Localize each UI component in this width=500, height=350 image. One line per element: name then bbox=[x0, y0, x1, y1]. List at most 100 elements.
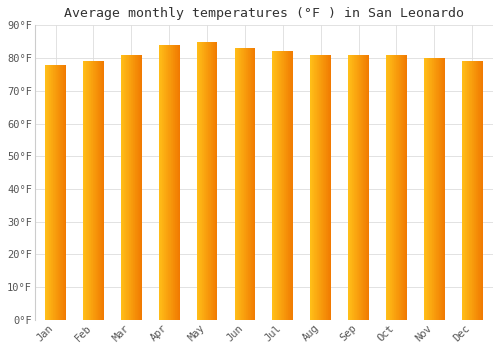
Bar bbox=[139, 55, 140, 320]
Bar bbox=[170, 45, 172, 320]
Bar bbox=[46, 64, 47, 320]
Bar bbox=[481, 61, 482, 320]
Bar bbox=[249, 48, 250, 320]
Bar bbox=[214, 42, 216, 320]
Bar bbox=[204, 42, 205, 320]
Bar bbox=[424, 58, 426, 320]
Bar bbox=[121, 55, 122, 320]
Bar bbox=[90, 61, 92, 320]
Bar bbox=[56, 64, 57, 320]
Bar bbox=[61, 64, 62, 320]
Bar bbox=[325, 55, 326, 320]
Bar bbox=[250, 48, 251, 320]
Bar bbox=[426, 58, 428, 320]
Bar bbox=[124, 55, 125, 320]
Bar bbox=[312, 55, 313, 320]
Bar bbox=[349, 55, 350, 320]
Bar bbox=[363, 55, 364, 320]
Bar bbox=[217, 42, 218, 320]
Bar bbox=[206, 42, 207, 320]
Bar bbox=[85, 61, 86, 320]
Bar bbox=[437, 58, 438, 320]
Bar bbox=[248, 48, 249, 320]
Bar bbox=[216, 42, 217, 320]
Bar bbox=[208, 42, 209, 320]
Bar bbox=[463, 61, 464, 320]
Bar bbox=[478, 61, 479, 320]
Bar bbox=[166, 45, 167, 320]
Bar bbox=[471, 61, 472, 320]
Bar bbox=[276, 51, 278, 320]
Bar bbox=[366, 55, 367, 320]
Bar bbox=[84, 61, 85, 320]
Bar bbox=[178, 45, 179, 320]
Bar bbox=[365, 55, 366, 320]
Bar bbox=[177, 45, 178, 320]
Bar bbox=[278, 51, 280, 320]
Bar bbox=[88, 61, 90, 320]
Bar bbox=[209, 42, 210, 320]
Bar bbox=[161, 45, 162, 320]
Bar bbox=[127, 55, 128, 320]
Bar bbox=[100, 61, 101, 320]
Bar bbox=[328, 55, 329, 320]
Bar bbox=[126, 55, 127, 320]
Bar bbox=[314, 55, 315, 320]
Bar bbox=[431, 58, 432, 320]
Bar bbox=[241, 48, 242, 320]
Bar bbox=[391, 55, 392, 320]
Bar bbox=[389, 55, 390, 320]
Bar bbox=[164, 45, 165, 320]
Bar bbox=[432, 58, 433, 320]
Bar bbox=[48, 64, 50, 320]
Bar bbox=[428, 58, 429, 320]
Bar bbox=[404, 55, 405, 320]
Bar bbox=[63, 64, 64, 320]
Bar bbox=[242, 48, 243, 320]
Bar bbox=[327, 55, 328, 320]
Bar bbox=[287, 51, 288, 320]
Bar bbox=[174, 45, 176, 320]
Bar bbox=[317, 55, 318, 320]
Bar bbox=[172, 45, 174, 320]
Bar bbox=[234, 48, 235, 320]
Bar bbox=[402, 55, 404, 320]
Bar bbox=[62, 64, 63, 320]
Bar bbox=[45, 64, 46, 320]
Bar bbox=[362, 55, 363, 320]
Bar bbox=[320, 55, 322, 320]
Bar bbox=[475, 61, 476, 320]
Bar bbox=[289, 51, 290, 320]
Bar bbox=[480, 61, 481, 320]
Bar bbox=[212, 42, 214, 320]
Bar bbox=[272, 51, 273, 320]
Bar bbox=[444, 58, 445, 320]
Bar bbox=[348, 55, 349, 320]
Bar bbox=[58, 64, 59, 320]
Bar bbox=[393, 55, 394, 320]
Bar bbox=[283, 51, 284, 320]
Bar bbox=[198, 42, 200, 320]
Bar bbox=[357, 55, 358, 320]
Bar bbox=[395, 55, 396, 320]
Bar bbox=[102, 61, 103, 320]
Bar bbox=[390, 55, 391, 320]
Bar bbox=[477, 61, 478, 320]
Bar bbox=[243, 48, 244, 320]
Bar bbox=[434, 58, 435, 320]
Bar bbox=[439, 58, 440, 320]
Bar bbox=[160, 45, 161, 320]
Bar bbox=[324, 55, 325, 320]
Bar bbox=[329, 55, 330, 320]
Bar bbox=[162, 45, 163, 320]
Bar bbox=[53, 64, 54, 320]
Bar bbox=[211, 42, 212, 320]
Bar bbox=[433, 58, 434, 320]
Bar bbox=[364, 55, 365, 320]
Bar bbox=[351, 55, 352, 320]
Bar bbox=[394, 55, 395, 320]
Bar bbox=[96, 61, 97, 320]
Bar bbox=[54, 64, 55, 320]
Bar bbox=[311, 55, 312, 320]
Bar bbox=[273, 51, 274, 320]
